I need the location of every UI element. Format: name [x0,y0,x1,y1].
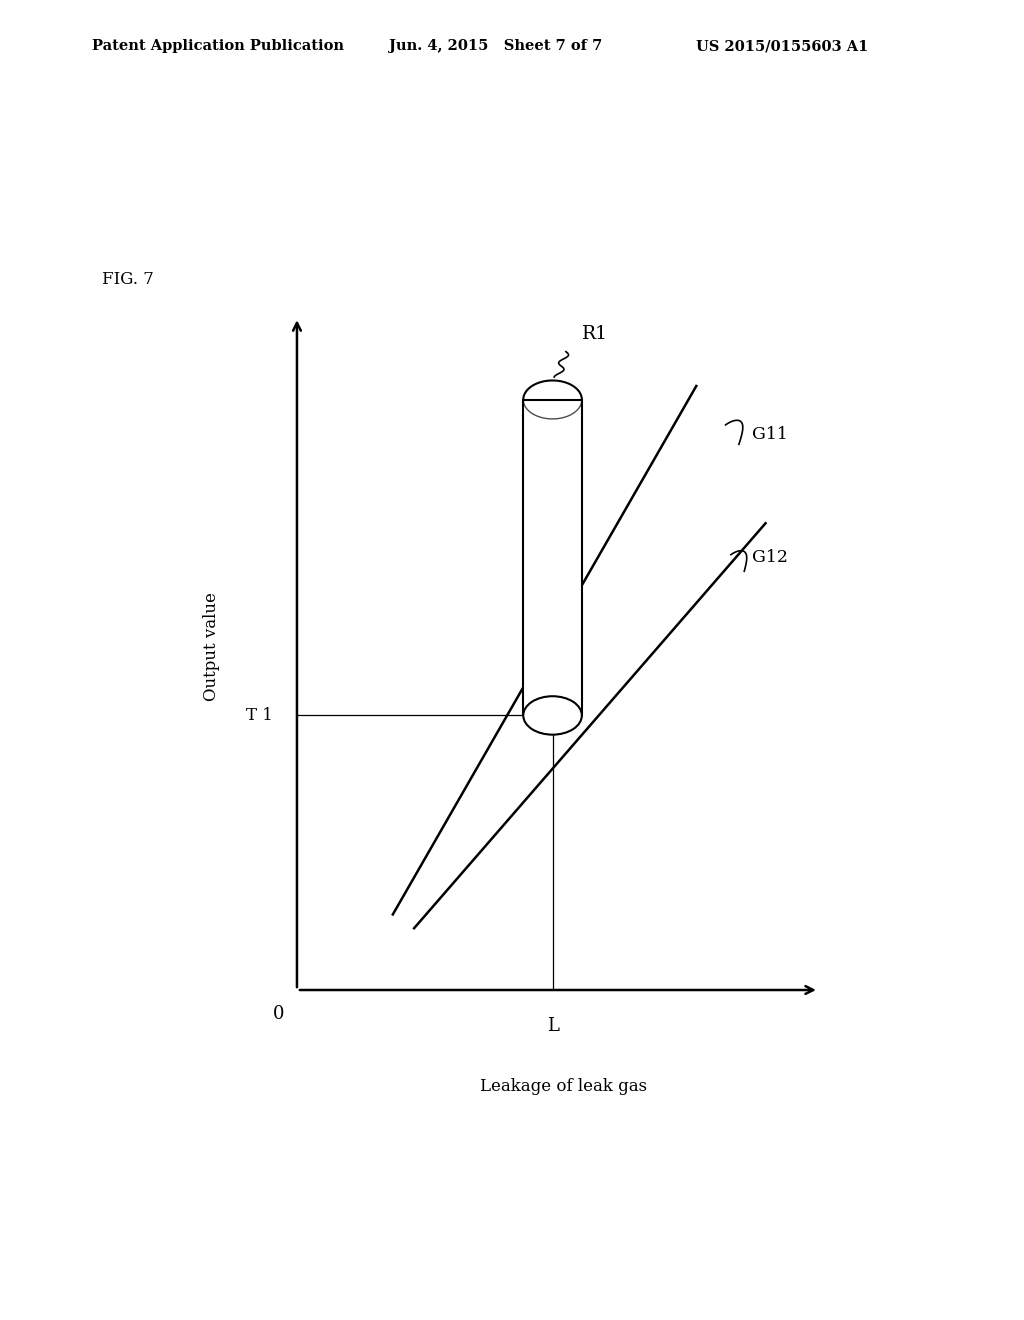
Text: Output value: Output value [203,593,220,701]
Text: Patent Application Publication: Patent Application Publication [92,40,344,53]
Text: FIG. 7: FIG. 7 [102,271,155,288]
Text: Leakage of leak gas: Leakage of leak gas [479,1077,647,1094]
Text: G11: G11 [753,425,788,442]
Text: G12: G12 [753,549,788,566]
Ellipse shape [523,696,582,735]
Text: T 1: T 1 [246,708,273,723]
Text: L: L [547,1018,558,1035]
Text: Jun. 4, 2015   Sheet 7 of 7: Jun. 4, 2015 Sheet 7 of 7 [389,40,602,53]
Text: US 2015/0155603 A1: US 2015/0155603 A1 [696,40,868,53]
Text: 0: 0 [272,1005,284,1023]
Text: R1: R1 [582,326,608,343]
Bar [523,400,582,715]
